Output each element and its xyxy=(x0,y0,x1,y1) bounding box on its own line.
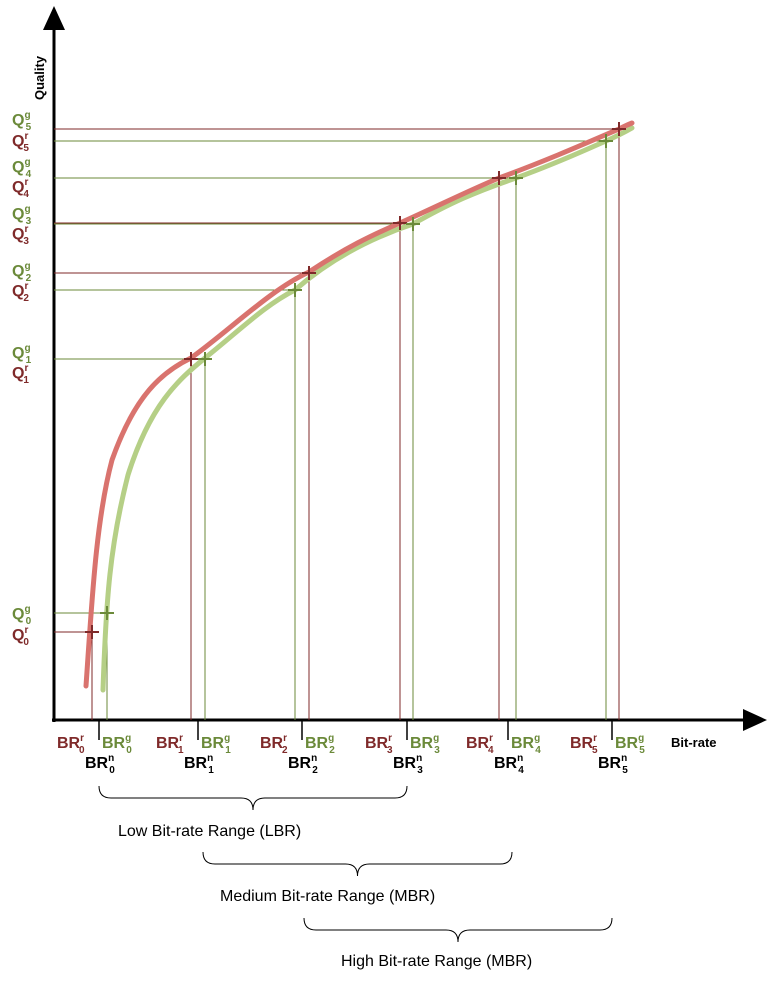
br-red-label-2: BRr 2 xyxy=(260,733,288,756)
guide-lines xyxy=(54,128,620,740)
q-green-label-1: Qg 1 xyxy=(12,343,32,366)
range-label-0: Low Bit-rate Range (LBR) xyxy=(118,823,301,840)
curves xyxy=(83,120,635,693)
br-red-label-0: BRr 0 xyxy=(57,733,85,756)
br-green-label-2: BRg 2 xyxy=(305,733,335,756)
br-n-label-3: BRn 3 xyxy=(393,753,423,776)
range-braces: Low Bit-rate Range (LBR) Medium Bit-rate … xyxy=(98,785,613,970)
red-marker-2 xyxy=(302,266,316,280)
green-marker-2 xyxy=(288,283,302,297)
range-label-1: Medium Bit-rate Range (MBR) xyxy=(220,888,435,905)
red-marker-5 xyxy=(612,122,626,136)
br-green-label-3: BRg 3 xyxy=(410,733,440,756)
q-green-label-4: Qg 4 xyxy=(12,157,32,180)
red-rate-quality-curve xyxy=(83,120,635,689)
range-brace-2 xyxy=(303,917,613,943)
br-red-label-4: BRr 4 xyxy=(466,733,494,756)
green-marker-5 xyxy=(599,134,613,148)
br-red-label-5: BRr 5 xyxy=(570,733,598,756)
q-red-label-4: Qr 4 xyxy=(12,177,29,200)
q-red-label-1: Qr 1 xyxy=(12,363,29,386)
range-label-2: High Bit-rate Range (MBR) xyxy=(341,953,532,970)
q-green-label-0: Qg 0 xyxy=(12,604,32,627)
red-marker-0 xyxy=(85,625,99,639)
green-marker-0 xyxy=(100,606,114,620)
q-red-label-3: Qr 3 xyxy=(12,224,29,247)
br-n-label-1: BRn 1 xyxy=(184,753,214,776)
range-brace-1 xyxy=(202,851,513,877)
q-red-label-5: Qr 5 xyxy=(12,131,29,154)
axes: Quality Bit-rate xyxy=(32,6,767,750)
q-red-label-0: Qr 0 xyxy=(12,625,29,648)
green-marker-3 xyxy=(406,217,420,231)
q-green-label-5: Qg 5 xyxy=(12,110,32,133)
q-red-label-2: Qr 2 xyxy=(12,281,29,304)
br-n-label-0: BRn 0 xyxy=(85,753,115,776)
green-rate-quality-curve xyxy=(100,125,635,693)
br-red-label-1: BRr 1 xyxy=(156,733,184,756)
green-marker-1 xyxy=(198,352,212,366)
br-n-label-4: BRn 4 xyxy=(494,753,524,776)
br-n-label-5: BRn 5 xyxy=(598,753,628,776)
range-brace-0 xyxy=(98,785,408,811)
y-axis-arrowhead xyxy=(43,6,65,30)
br-green-label-4: BRg 4 xyxy=(511,733,541,756)
green-marker-4 xyxy=(509,171,523,185)
red-marker-1 xyxy=(184,352,198,366)
br-n-label-2: BRn 2 xyxy=(288,753,318,776)
br-green-label-0: BRg 0 xyxy=(102,733,132,756)
x-axis-title: Bit-rate xyxy=(671,735,717,750)
br-red-label-3: BRr 3 xyxy=(365,733,393,756)
point-markers xyxy=(85,122,626,639)
br-green-label-5: BRg 5 xyxy=(615,733,645,756)
y-axis-title: Quality xyxy=(32,55,47,100)
quality-labels: Qg 0Qr 0 Qg 1Qr 1 Qg 2Qr 2 Qg 3Qr 3 Qg 4Qr 4 Qg 5Qr 5 xyxy=(12,110,32,648)
red-marker-4 xyxy=(492,171,506,185)
q-green-label-2: Qg 2 xyxy=(12,261,32,284)
red-marker-3 xyxy=(393,216,407,230)
br-green-label-1: BRg 1 xyxy=(201,733,231,756)
x-axis-arrowhead xyxy=(743,709,767,731)
q-green-label-3: Qg 3 xyxy=(12,204,32,227)
